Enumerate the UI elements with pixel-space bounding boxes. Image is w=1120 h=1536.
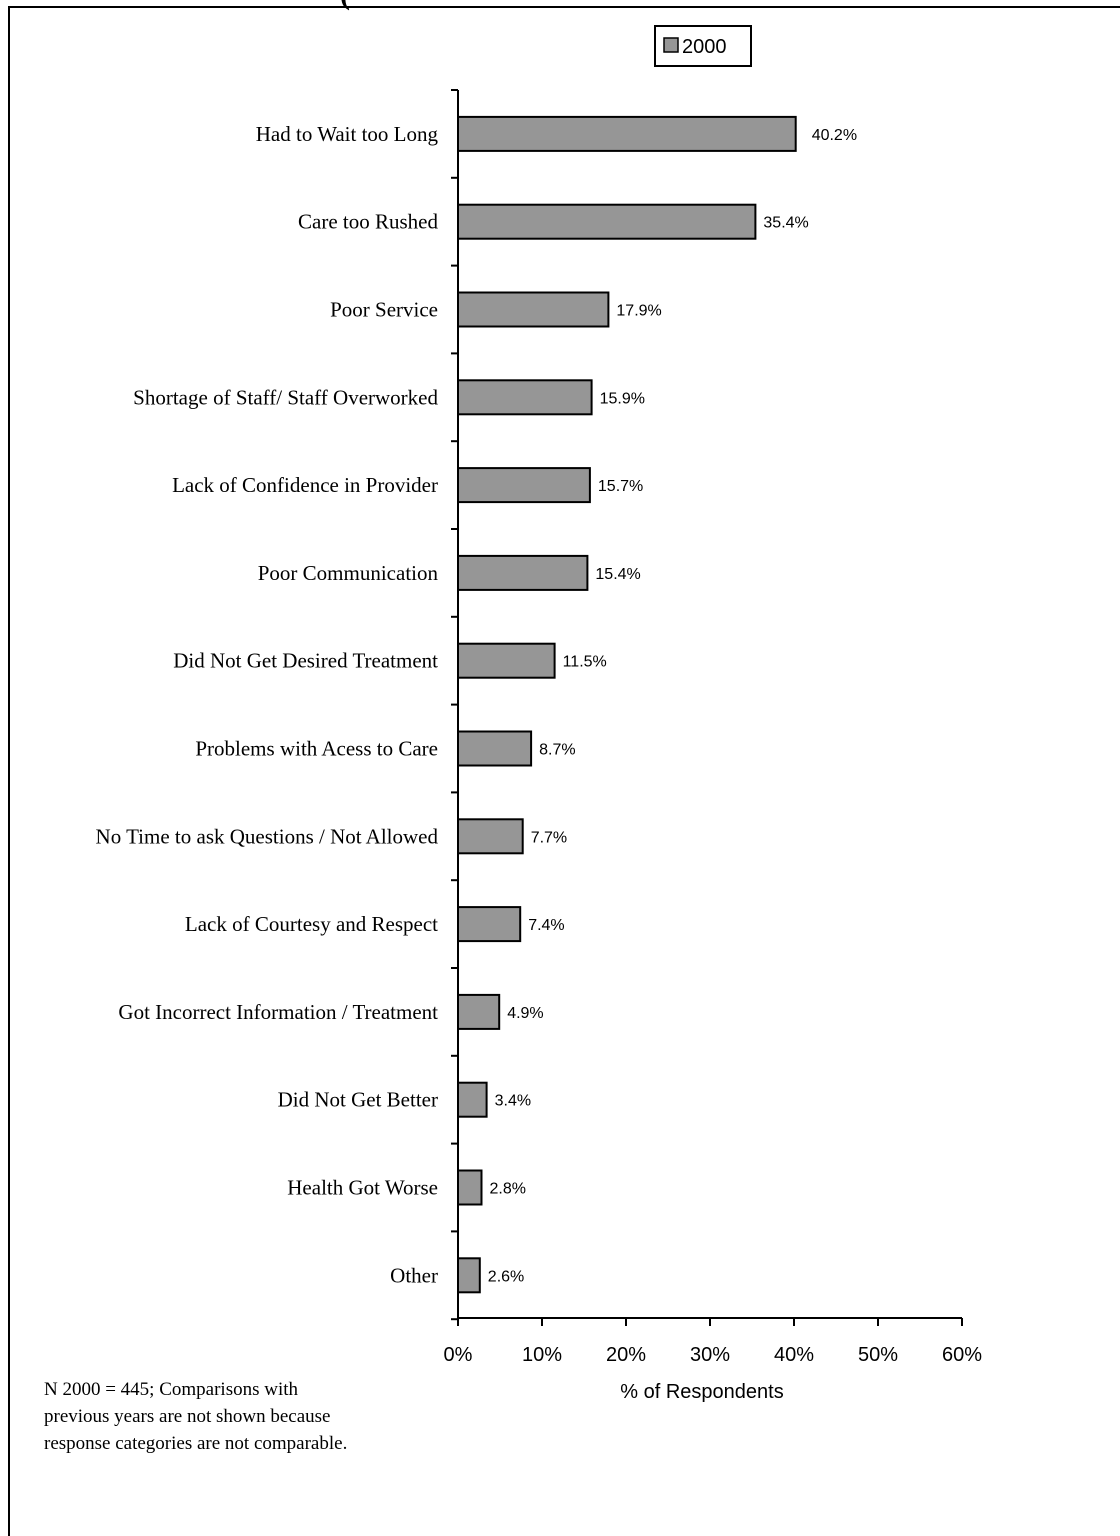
x-tick-label: 10% [522,1344,562,1366]
category-label: Lack of Courtesy and Respect [185,912,438,936]
legend-swatch [663,37,679,53]
figure-frame [8,6,1120,1536]
x-tick-label: 60% [942,1344,982,1366]
x-tick-label: 20% [606,1344,646,1366]
data-label: 40.2% [812,127,857,144]
bar [457,291,610,328]
data-label: 7.4% [528,917,564,934]
data-label: 15.9% [600,390,645,407]
legend-label: 2000 [682,36,727,58]
x-tick-label: 40% [774,1344,814,1366]
data-label: 3.4% [495,1093,531,1110]
bar [457,1081,488,1118]
data-label: 35.4% [763,215,808,232]
bar [457,993,501,1030]
bar [457,554,589,591]
bar [457,730,533,767]
legend: 2000 [654,25,752,67]
category-label: Poor Communication [258,561,439,585]
axes-group: 0% 10% 20% 30% 40% 50% 60% % of Respondents [444,89,982,1403]
x-tick-label: 30% [690,1344,730,1366]
category-label: Got Incorrect Information / Treatment [118,1000,438,1024]
bar [457,1257,481,1294]
category-label: Did Not Get Better [278,1088,438,1112]
category-label: Problems with Acess to Care [195,737,438,761]
bar [457,906,522,943]
legend-box [654,25,752,67]
category-label: Shortage of Staff/ Staff Overworked [133,385,438,409]
data-label: 15.7% [598,478,643,495]
bar [457,1169,483,1206]
footnote: N 2000 = 445; Comparisons with previous … [44,1379,348,1454]
category-label: Lack of Confidence in Provider [172,473,438,497]
data-label: 15.4% [595,566,640,583]
data-label: 7.7% [531,829,567,846]
header-fragment: ( [340,0,350,12]
data-label: 11.5% [563,654,607,671]
category-label: Poor Service [330,298,438,322]
data-label: 17.9% [616,303,661,320]
category-label: Health Got Worse [287,1176,438,1200]
bars-group: 40.2% Had to Wait too Long 35.4% Care too R… [96,115,857,1294]
bar [457,818,524,855]
x-tick-label: 50% [858,1344,898,1366]
category-label: No Time to ask Questions / Not Allowed [96,824,439,848]
x-axis-title: % of Respondents [620,1381,783,1403]
bar [457,467,591,504]
x-tick-label: 0% [444,1344,473,1366]
data-label: 2.6% [488,1268,524,1285]
data-label: 4.9% [507,1005,543,1022]
data-label: 8.7% [539,742,575,759]
category-label: Did Not Get Desired Treatment [173,649,438,673]
data-label: 2.8% [490,1181,526,1198]
category-label: Other [390,1263,438,1287]
category-label: Care too Rushed [298,210,438,234]
bar [457,642,556,679]
category-label: Had to Wait too Long [256,122,439,146]
bar [457,379,593,416]
bar [457,203,757,240]
bar [457,115,797,152]
